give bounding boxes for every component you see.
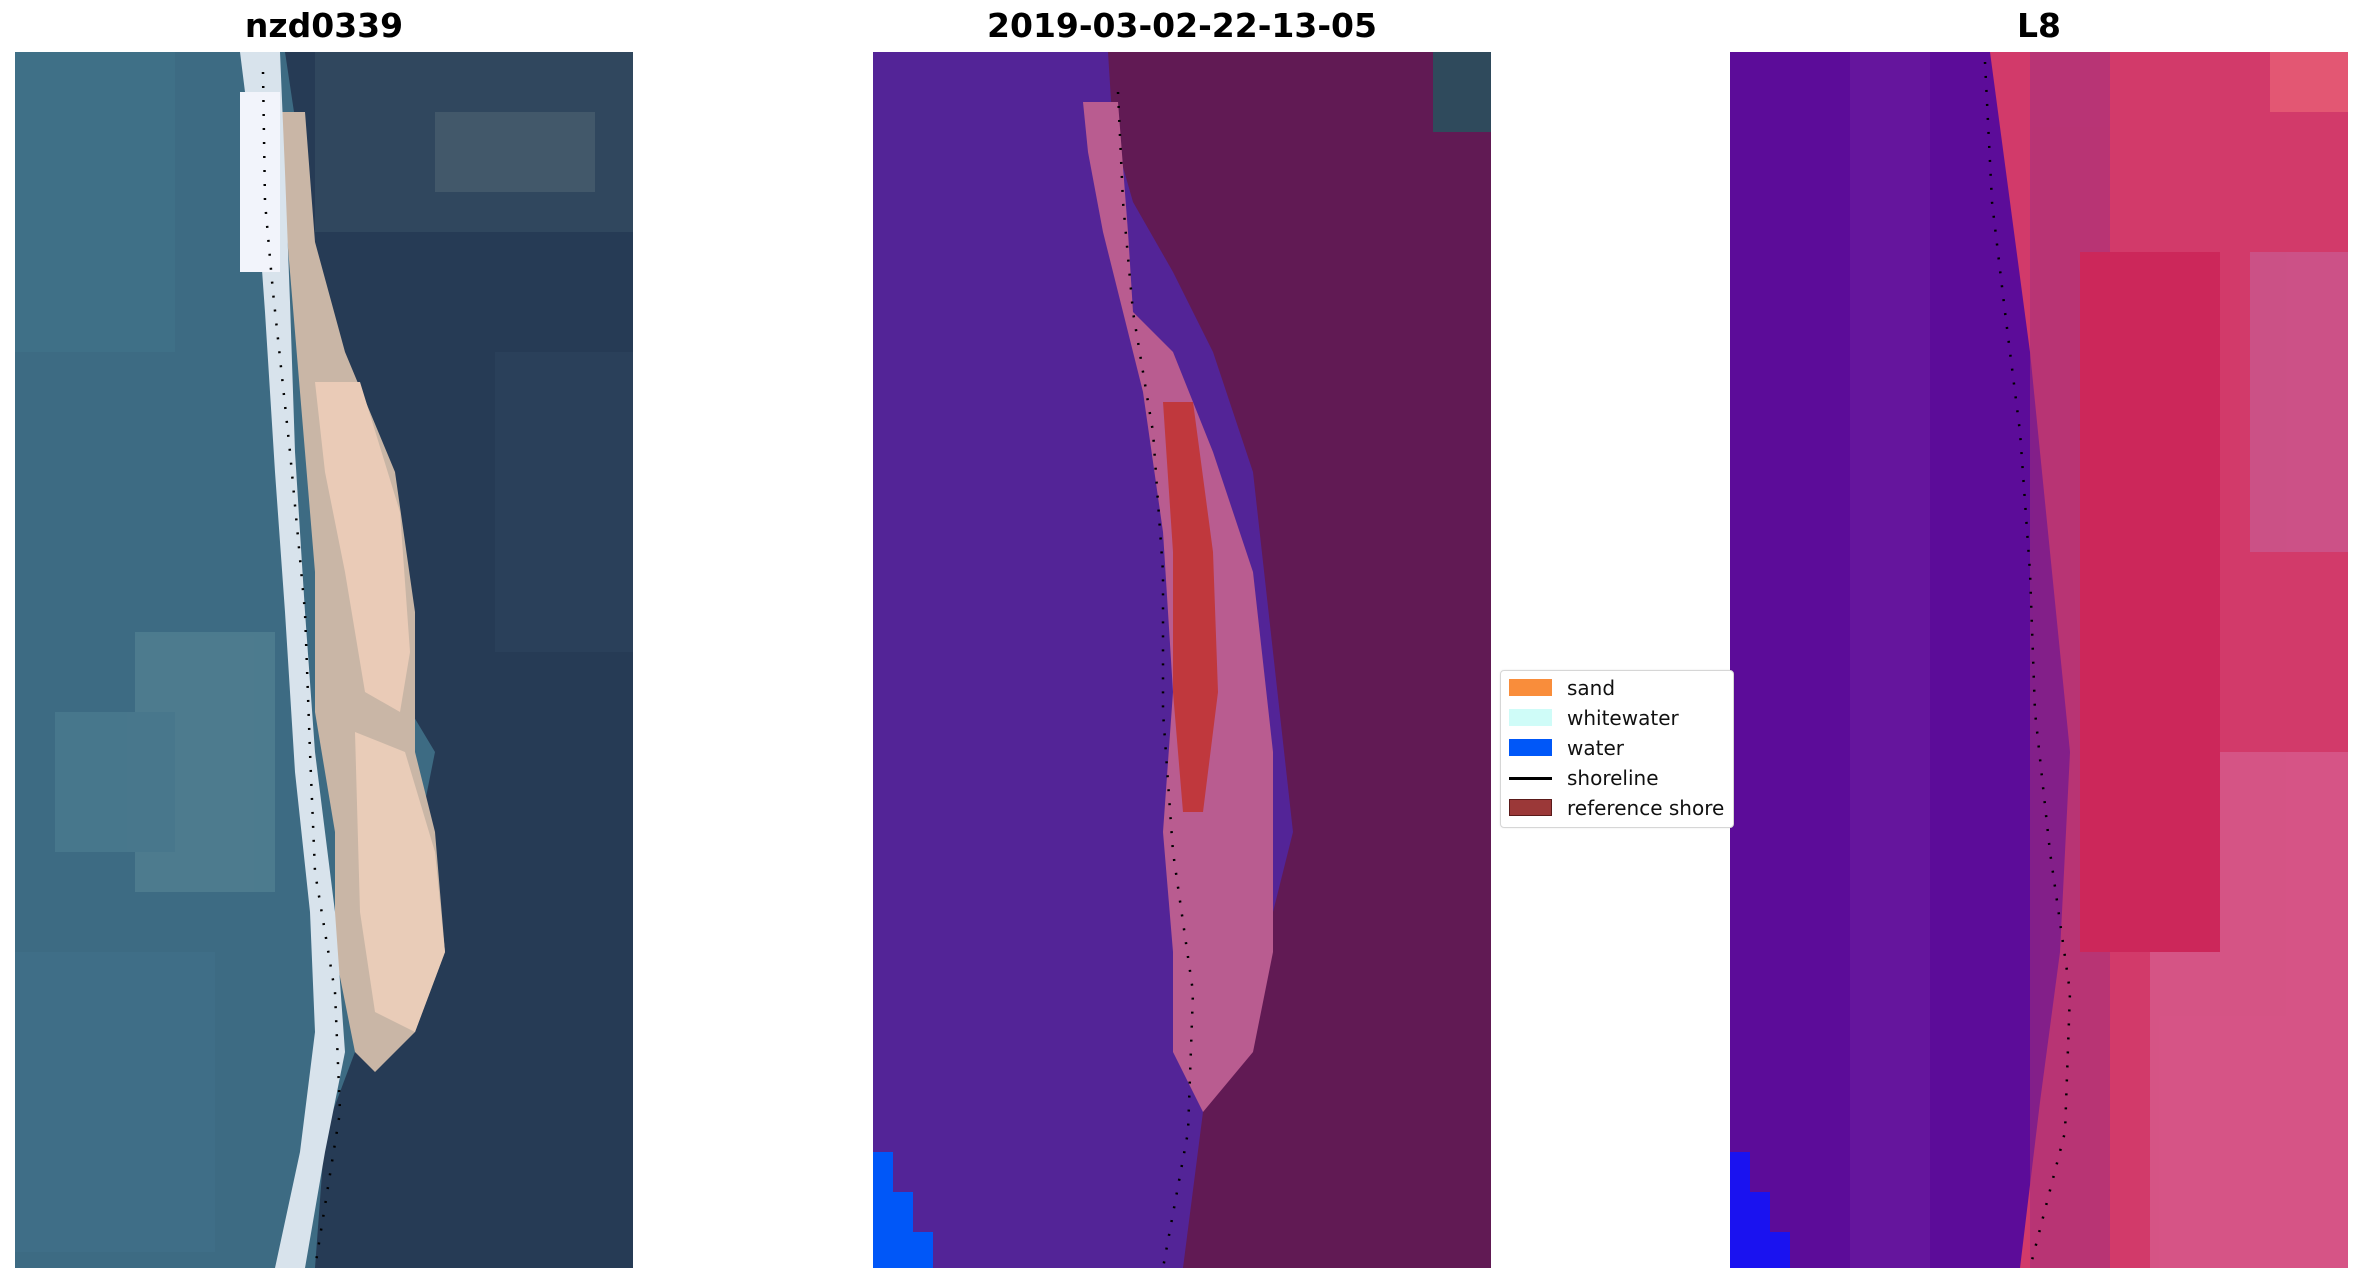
legend-label-shoreline: shoreline bbox=[1567, 766, 1659, 790]
panel-title-rgb: nzd0339 bbox=[244, 6, 404, 45]
legend-swatch-whitewater bbox=[1509, 709, 1552, 726]
legend-swatch-water bbox=[1509, 739, 1552, 756]
panel-title-classification: 2019-03-02-22-13-05 bbox=[987, 6, 1377, 45]
legend: sand whitewater water shoreline referenc… bbox=[1500, 670, 1734, 828]
legend-label-reference-shore: reference shore bbox=[1567, 796, 1725, 820]
legend-line-shoreline bbox=[1509, 777, 1552, 780]
rgb-satellite-image bbox=[15, 52, 633, 1268]
legend-label-whitewater: whitewater bbox=[1567, 706, 1679, 730]
legend-label-water: water bbox=[1567, 736, 1624, 760]
legend-swatch-sand bbox=[1509, 679, 1552, 696]
false-color-image bbox=[1730, 52, 2348, 1268]
legend-swatch-reference-shore bbox=[1509, 799, 1552, 816]
classification-image bbox=[873, 52, 1491, 1268]
legend-label-sand: sand bbox=[1567, 676, 1616, 700]
panel-title-false-color: L8 bbox=[2017, 6, 2061, 45]
